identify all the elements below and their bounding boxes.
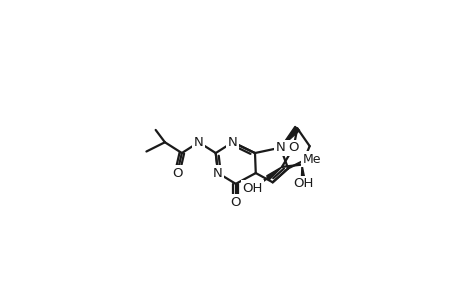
Text: O: O (288, 141, 298, 154)
Polygon shape (301, 165, 305, 184)
Text: OH: OH (293, 177, 313, 190)
Text: Me: Me (302, 153, 320, 166)
Text: N: N (275, 141, 285, 154)
Text: N: N (213, 167, 223, 180)
Polygon shape (280, 126, 299, 148)
Text: O: O (230, 196, 241, 209)
Polygon shape (266, 167, 281, 179)
Text: N: N (194, 136, 203, 149)
Text: O: O (172, 167, 182, 180)
Text: N: N (227, 136, 237, 149)
Text: OH: OH (242, 182, 262, 195)
